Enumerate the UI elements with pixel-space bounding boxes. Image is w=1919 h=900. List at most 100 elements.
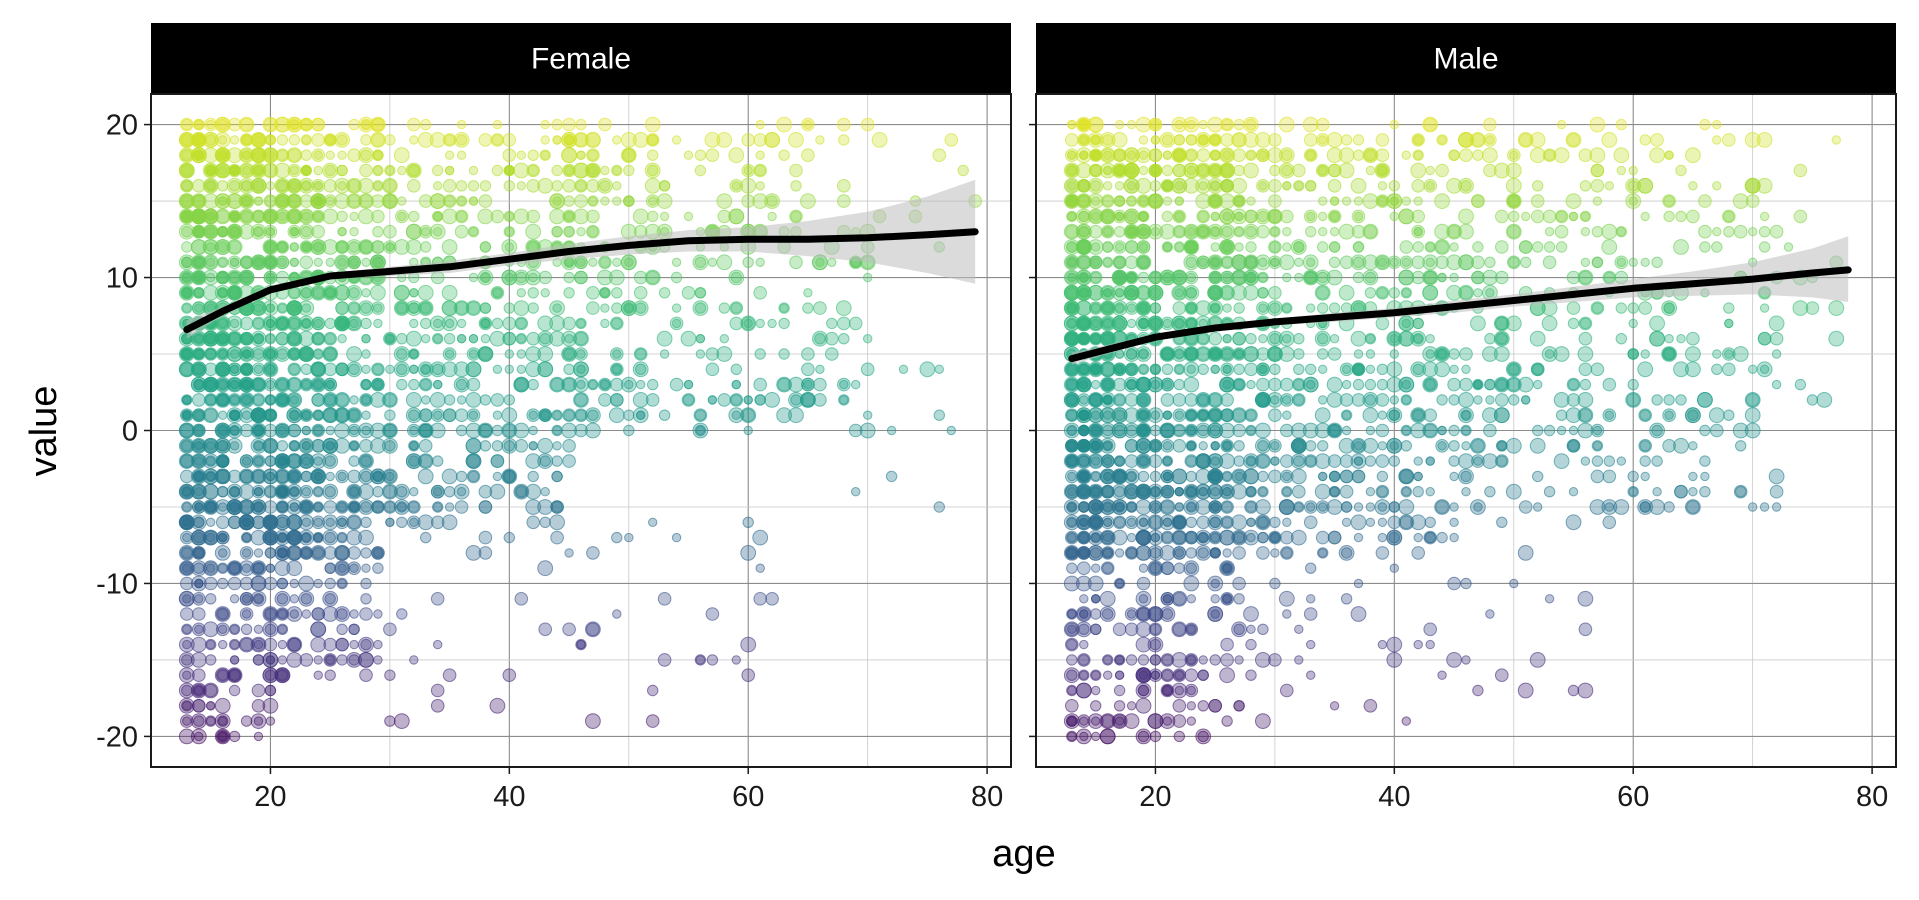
data-point [218,257,228,267]
data-point [731,410,741,420]
data-point [1232,331,1246,346]
data-point [1686,209,1700,224]
data-point [287,454,302,468]
data-point [372,562,384,574]
data-point [288,348,300,360]
data-point [647,149,659,161]
data-point [1138,487,1149,497]
data-point [1529,330,1546,347]
data-point [182,303,192,313]
data-point [429,193,446,210]
data-point [1268,179,1282,193]
data-point [645,714,660,728]
data-point [1066,210,1078,223]
data-point [178,636,195,653]
data-point [311,133,326,147]
data-point [1138,563,1149,573]
data-point [408,409,420,421]
data-point [227,469,242,484]
data-point [1209,149,1221,161]
data-point [1268,469,1282,484]
data-point [1362,407,1379,424]
data-point [1411,179,1425,193]
data-point [455,470,468,483]
data-point [586,301,600,315]
data-point [1425,257,1435,267]
data-point [1171,468,1188,485]
data-point [311,117,326,132]
data-point [192,179,206,193]
data-point [1233,440,1245,452]
data-point [417,422,434,439]
data-point [240,715,253,727]
data-point [346,346,363,362]
data-point [1386,407,1403,424]
data-point [480,272,491,283]
data-point [193,547,205,559]
data-point [575,638,587,651]
data-point [537,315,554,332]
data-point [206,716,216,726]
data-point [180,408,194,423]
data-point [1077,546,1091,560]
data-point [218,502,228,512]
data-point [528,272,538,283]
data-point [1318,395,1328,405]
data-point [1353,349,1364,359]
data-point [181,501,193,513]
data-point [789,209,803,224]
data-point [1066,654,1078,666]
data-point [265,318,276,329]
data-point [1219,193,1235,210]
data-point [1137,271,1150,284]
data-point [503,302,515,314]
data-point [1210,594,1220,604]
data-point [228,730,241,743]
data-point [289,471,299,482]
data-point [1067,609,1077,619]
data-point [312,424,324,437]
data-point [429,392,446,408]
data-point [430,699,445,713]
data-point [815,135,825,145]
data-point [205,180,217,192]
data-point [1150,670,1161,680]
data-point [478,530,493,545]
data-point [1195,728,1212,745]
data-point [1161,210,1174,223]
data-point [480,334,491,344]
data-point [1315,286,1330,300]
data-point [1162,410,1173,420]
data-point [299,117,314,132]
data-point [1103,181,1113,191]
data-point [337,334,347,344]
data-point [790,180,802,192]
data-point [1135,697,1152,714]
facet-strip-label: Male [1433,43,1498,76]
data-point [1149,271,1162,284]
data-point [1210,578,1220,589]
data-point [312,287,324,299]
data-point [1435,439,1449,453]
data-point [456,395,467,405]
data-point [1186,227,1197,237]
data-point [1375,454,1390,468]
data-point [801,148,815,162]
data-point [1401,150,1412,160]
data-point [1448,348,1460,360]
data-point [214,697,231,714]
data-point [624,532,634,543]
data-point [1398,330,1415,347]
data-point [373,639,383,650]
data-point [1126,487,1137,497]
data-point [1077,240,1091,254]
data-point [788,132,804,148]
data-point [1222,303,1232,313]
data-point [324,134,336,146]
data-point [1066,562,1078,574]
data-point [1339,484,1354,499]
data-point [228,623,241,635]
data-point [214,468,231,485]
data-point [657,653,672,667]
data-point [837,377,851,392]
